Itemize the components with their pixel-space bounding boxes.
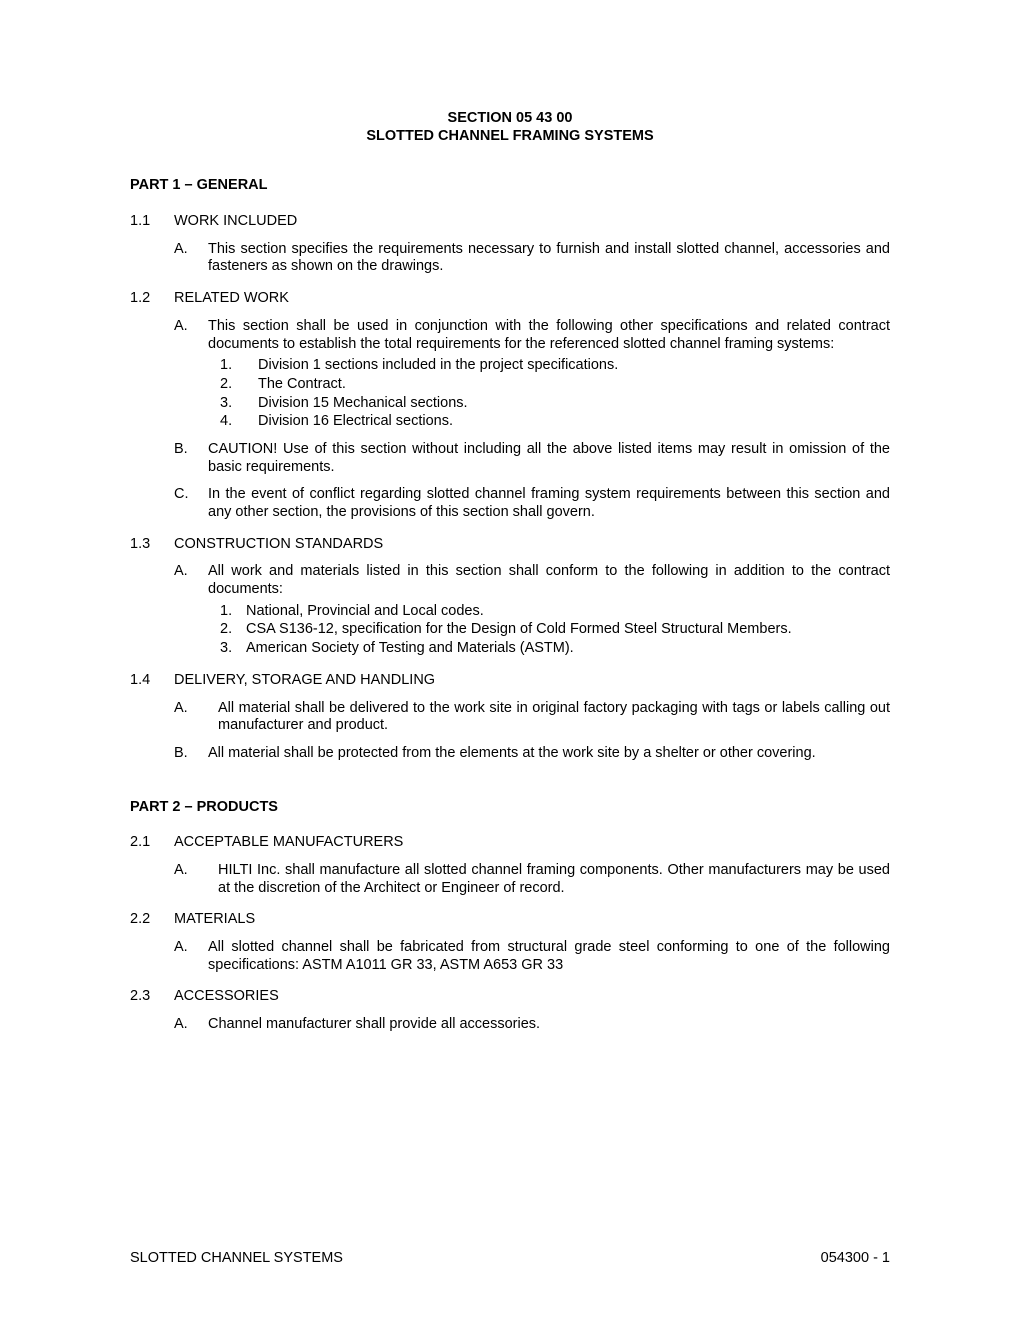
clause-item: A. HILTI Inc. shall manufacture all slot…: [130, 862, 890, 897]
sub-number: 3.: [220, 395, 258, 413]
item-letter: B.: [174, 441, 208, 476]
clause-item: A. All work and materials listed in this…: [130, 563, 890, 598]
clause-number: 2.3: [130, 988, 174, 1006]
item-text: HILTI Inc. shall manufacture all slotted…: [218, 862, 890, 897]
sub-number: 2.: [220, 376, 258, 394]
sub-number: 4.: [220, 413, 258, 431]
clause-heading: 2.2 MATERIALS: [130, 911, 890, 929]
sub-item: 2. CSA S136-12, specification for the De…: [130, 621, 890, 639]
clause-heading: 2.3 ACCESSORIES: [130, 988, 890, 1006]
clause-number: 2.1: [130, 834, 174, 852]
section-number: SECTION 05 43 00: [130, 110, 890, 128]
sub-item: 1. Division 1 sections included in the p…: [130, 357, 890, 375]
item-text: All material shall be protected from the…: [208, 745, 890, 763]
item-text: Channel manufacturer shall provide all a…: [208, 1016, 890, 1034]
sub-item: 4. Division 16 Electrical sections.: [130, 413, 890, 431]
sub-number: 3.: [220, 640, 246, 658]
clause-item: A. This section shall be used in conjunc…: [130, 318, 890, 353]
sub-text: The Contract.: [258, 376, 890, 394]
clause-item: A. All material shall be delivered to th…: [130, 700, 890, 735]
clause-number: 1.1: [130, 213, 174, 231]
clause-heading: 1.3 CONSTRUCTION STANDARDS: [130, 536, 890, 554]
sub-text: National, Provincial and Local codes.: [246, 603, 890, 621]
clause-number: 2.2: [130, 911, 174, 929]
item-letter: B.: [174, 745, 208, 763]
sub-item: 3. Division 15 Mechanical sections.: [130, 395, 890, 413]
clause-item: B. All material shall be protected from …: [130, 745, 890, 763]
item-text: This section specifies the requirements …: [208, 241, 890, 276]
clause-heading: 1.2 RELATED WORK: [130, 290, 890, 308]
clause-title: ACCEPTABLE MANUFACTURERS: [174, 834, 890, 852]
page-footer: SLOTTED CHANNEL SYSTEMS 054300 - 1: [130, 1250, 890, 1268]
sub-item: 3. American Society of Testing and Mater…: [130, 640, 890, 658]
sub-number: 1.: [220, 357, 258, 375]
section-title: SLOTTED CHANNEL FRAMING SYSTEMS: [130, 128, 890, 146]
item-letter: A.: [174, 318, 208, 353]
clause-item: C. In the event of conflict regarding sl…: [130, 486, 890, 521]
item-letter: A.: [174, 700, 218, 735]
clause-item: A. This section specifies the requiremen…: [130, 241, 890, 276]
item-text: All slotted channel shall be fabricated …: [208, 939, 890, 974]
sub-text: Division 16 Electrical sections.: [258, 413, 890, 431]
sub-text: Division 15 Mechanical sections.: [258, 395, 890, 413]
clause-title: MATERIALS: [174, 911, 890, 929]
footer-left: SLOTTED CHANNEL SYSTEMS: [130, 1250, 343, 1268]
item-letter: A.: [174, 939, 208, 974]
clause-number: 1.4: [130, 672, 174, 690]
clause-title: ACCESSORIES: [174, 988, 890, 1006]
sub-text: CSA S136-12, specification for the Desig…: [246, 621, 890, 639]
clause-number: 1.2: [130, 290, 174, 308]
spec-page: SECTION 05 43 00 SLOTTED CHANNEL FRAMING…: [0, 0, 1020, 1320]
item-text: All work and materials listed in this se…: [208, 563, 890, 598]
item-text: CAUTION! Use of this section without inc…: [208, 441, 890, 476]
footer-right: 054300 - 1: [821, 1250, 890, 1268]
clause-heading: 1.1 WORK INCLUDED: [130, 213, 890, 231]
clause-title: CONSTRUCTION STANDARDS: [174, 536, 890, 554]
clause-item: A. Channel manufacturer shall provide al…: [130, 1016, 890, 1034]
clause-title: RELATED WORK: [174, 290, 890, 308]
sub-text: Division 1 sections included in the proj…: [258, 357, 890, 375]
item-letter: A.: [174, 1016, 208, 1034]
item-text: In the event of conflict regarding slott…: [208, 486, 890, 521]
clause-title: WORK INCLUDED: [174, 213, 890, 231]
sub-number: 1.: [220, 603, 246, 621]
sub-item: 2. The Contract.: [130, 376, 890, 394]
part-heading: PART 1 – GENERAL: [130, 177, 890, 195]
part-heading: PART 2 – PRODUCTS: [130, 799, 890, 817]
sub-number: 2.: [220, 621, 246, 639]
item-letter: A.: [174, 862, 218, 897]
clause-item: B. CAUTION! Use of this section without …: [130, 441, 890, 476]
clause-item: A. All slotted channel shall be fabricat…: [130, 939, 890, 974]
sub-text: American Society of Testing and Material…: [246, 640, 890, 658]
item-letter: A.: [174, 241, 208, 276]
clause-number: 1.3: [130, 536, 174, 554]
item-text: All material shall be delivered to the w…: [218, 700, 890, 735]
sub-item: 1. National, Provincial and Local codes.: [130, 603, 890, 621]
item-letter: A.: [174, 563, 208, 598]
item-text: This section shall be used in conjunctio…: [208, 318, 890, 353]
clause-heading: 1.4 DELIVERY, STORAGE AND HANDLING: [130, 672, 890, 690]
item-letter: C.: [174, 486, 208, 521]
clause-title: DELIVERY, STORAGE AND HANDLING: [174, 672, 890, 690]
clause-heading: 2.1 ACCEPTABLE MANUFACTURERS: [130, 834, 890, 852]
